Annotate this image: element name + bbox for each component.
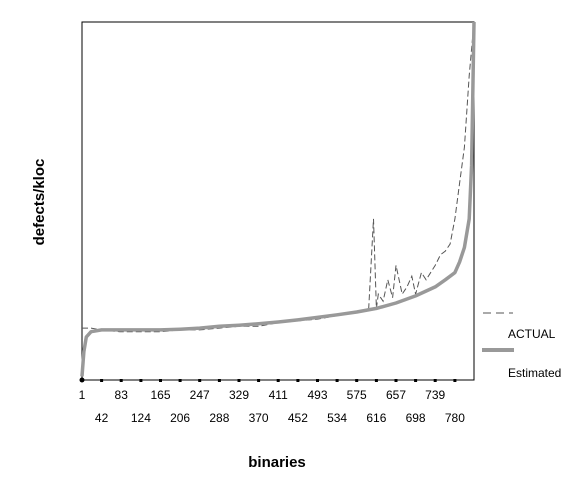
x-tick-label: 616 [366, 411, 386, 425]
x-tick-mark [276, 379, 280, 382]
x-tick-mark [257, 379, 261, 382]
x-tick-mark [178, 379, 182, 382]
x-tick-label: 370 [249, 411, 269, 425]
x-tick-label: 247 [190, 388, 210, 402]
x-tick-mark [316, 379, 319, 382]
x-tick-label: 739 [425, 388, 445, 402]
plot-area [81, 21, 475, 381]
x-tick-label: 411 [269, 388, 288, 402]
series-line-estimated [80, 21, 476, 377]
x-tick-mark [119, 379, 123, 382]
x-tick-label: 1 [79, 388, 86, 402]
x-tick-mark [296, 379, 300, 382]
x-axis-title: binaries [248, 454, 306, 471]
x-tick-mark [217, 379, 221, 382]
x-tick-mark [433, 379, 437, 382]
x-tick-label: 165 [150, 388, 170, 402]
y-axis-title: defects/kloc [31, 159, 48, 246]
x-tick-label: 288 [209, 411, 229, 425]
x-tick-label: 124 [131, 411, 151, 425]
x-tick-mark [139, 379, 143, 382]
x-tick-label: 698 [406, 411, 426, 425]
x-tick-label: 657 [386, 388, 406, 402]
legend-estimated-label: Estimated [508, 366, 561, 380]
legend-actual-label: ACTUAL [508, 327, 556, 341]
x-tick-mark [335, 379, 339, 382]
x-tick-label: 780 [445, 411, 465, 425]
x-tick-mark [374, 379, 378, 382]
x-tick-label: 206 [170, 411, 190, 425]
x-tick-mark [100, 379, 104, 382]
x-tick-mark [355, 379, 359, 382]
x-tick-labels: 1 83 165 247 329 411 493 575 657 739 42 124 206 288 37… [79, 388, 466, 425]
x-tick-label: 83 [115, 388, 129, 402]
x-tick-mark [394, 379, 398, 382]
x-tick-mark [414, 379, 418, 382]
x-tick-mark [237, 379, 241, 382]
legend: ACTUAL Estimated [482, 312, 561, 380]
x-tick-label: 452 [288, 411, 308, 425]
x-tick-mark [198, 379, 202, 382]
x-tick-mark [159, 379, 162, 382]
x-tick-label: 575 [347, 388, 367, 402]
x-tick-label: 42 [95, 411, 109, 425]
series-layer [80, 21, 476, 377]
x-tick-mark [80, 379, 84, 382]
x-tick-mark [453, 379, 457, 382]
x-tick-label: 493 [307, 388, 327, 402]
x-tick-label: 534 [327, 411, 347, 425]
x-tick-label: 329 [229, 388, 249, 402]
x-ticks [80, 379, 457, 382]
